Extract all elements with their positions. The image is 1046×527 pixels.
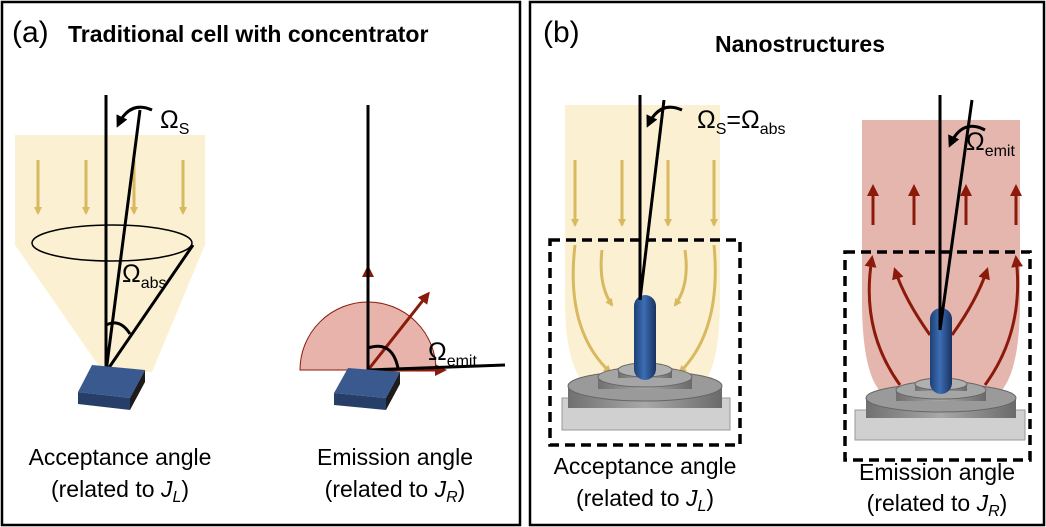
text-part: Ω bbox=[966, 128, 985, 156]
panel-b: (b) Nanostructures ΩS=Ωabs bbox=[530, 2, 1044, 525]
panel-letter: (a) bbox=[12, 16, 49, 49]
text-part: J bbox=[685, 485, 698, 511]
text-part: (related to bbox=[51, 476, 161, 502]
text-part: emit bbox=[985, 143, 1016, 160]
text-part: L bbox=[697, 498, 706, 515]
caption: Emission angle bbox=[317, 444, 473, 470]
text-part: abs bbox=[760, 121, 786, 138]
text-part: S bbox=[716, 121, 727, 138]
solar-cell bbox=[78, 365, 145, 410]
text-part: J bbox=[434, 476, 447, 502]
panel-title: Traditional cell with concentrator bbox=[68, 21, 428, 47]
omega-emit: Ωemit bbox=[428, 338, 477, 370]
text-part: Ω bbox=[160, 106, 179, 134]
caption: Acceptance angle bbox=[29, 444, 212, 470]
text-part: (related to bbox=[867, 490, 977, 516]
caption: (related to JR) bbox=[325, 476, 466, 506]
text-part: R bbox=[988, 503, 1000, 520]
text-part: L bbox=[172, 489, 181, 506]
text-part: abs bbox=[141, 275, 167, 292]
text-part: emit bbox=[447, 353, 478, 370]
text-part: Ω bbox=[697, 106, 716, 134]
caption: (related to JR) bbox=[867, 490, 1008, 520]
text-part: J bbox=[160, 476, 173, 502]
text-part: = bbox=[726, 106, 741, 134]
omega-s-abs: ΩS=Ωabs bbox=[697, 106, 785, 138]
figure: (a) Traditional cell with concentrator Ω… bbox=[0, 0, 1046, 527]
text-part: (related to bbox=[576, 485, 686, 511]
panel-letter: (b) bbox=[543, 16, 580, 49]
solar-cell bbox=[334, 368, 400, 410]
text-part: Ω bbox=[741, 106, 760, 134]
omega-s: ΩS bbox=[160, 106, 189, 138]
text-part: Ω bbox=[428, 338, 447, 366]
caption: Acceptance angle bbox=[554, 453, 737, 479]
caption: Emission angle bbox=[859, 459, 1015, 485]
text-part: S bbox=[179, 121, 190, 138]
panel-a: (a) Traditional cell with concentrator Ω… bbox=[2, 2, 520, 525]
text-part: ) bbox=[181, 476, 189, 502]
text-part: ) bbox=[706, 485, 714, 511]
text-part: ) bbox=[1000, 490, 1008, 516]
text-part: Ω bbox=[122, 260, 141, 288]
caption: (related to JL) bbox=[51, 476, 189, 506]
text-part: J bbox=[976, 490, 989, 516]
panel-title: Nanostructures bbox=[715, 31, 885, 57]
text-part: R bbox=[446, 489, 458, 506]
text-part: (related to bbox=[325, 476, 435, 502]
caption: (related to JL) bbox=[576, 485, 714, 515]
text-part: ) bbox=[458, 476, 466, 502]
